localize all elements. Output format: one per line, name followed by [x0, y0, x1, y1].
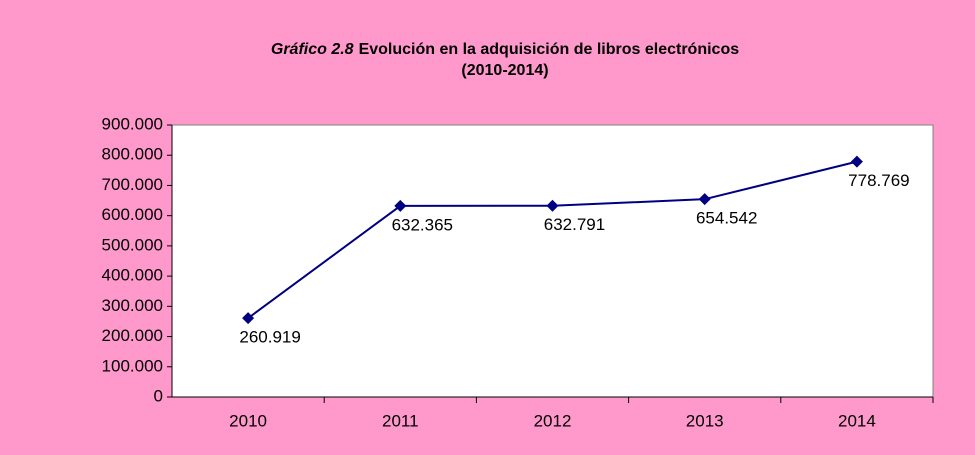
y-tick-label: 800.000	[102, 145, 163, 164]
marker	[394, 199, 407, 212]
chart-title: Gráfico 2.8 Evolución en la adquisición d…	[271, 41, 739, 58]
x-tick-label: 2012	[534, 411, 572, 430]
marker	[242, 312, 255, 325]
data-label: 654.542	[696, 209, 757, 228]
y-tick-label: 0	[154, 386, 163, 405]
y-tick-label: 300.000	[102, 296, 163, 315]
x-tick-label: 2010	[229, 411, 267, 430]
y-tick-label: 700.000	[102, 175, 163, 194]
data-label: 632.791	[544, 215, 605, 234]
y-tick-label: 600.000	[102, 205, 163, 224]
marker	[546, 199, 559, 212]
title-text: Evolución en la adquisición de libros el…	[359, 41, 740, 58]
x-tick-label: 2014	[838, 411, 876, 430]
marker	[698, 193, 711, 206]
data-label: 778.769	[848, 171, 909, 190]
data-label: 260.919	[239, 328, 300, 347]
y-tick-label: 400.000	[102, 266, 163, 285]
title-label: Gráfico 2.8	[271, 41, 354, 58]
y-tick-label: 100.000	[102, 356, 163, 375]
chart-subtitle: (2010-2014)	[461, 62, 548, 79]
plot-area	[171, 124, 934, 398]
y-tick-label: 200.000	[102, 326, 163, 345]
data-label: 632.365	[392, 215, 453, 234]
y-tick-label: 500.000	[102, 235, 163, 254]
marker	[850, 155, 863, 168]
x-tick-label: 2013	[686, 411, 724, 430]
x-tick-label: 2011	[382, 411, 419, 430]
y-tick-label: 900.000	[102, 114, 163, 133]
